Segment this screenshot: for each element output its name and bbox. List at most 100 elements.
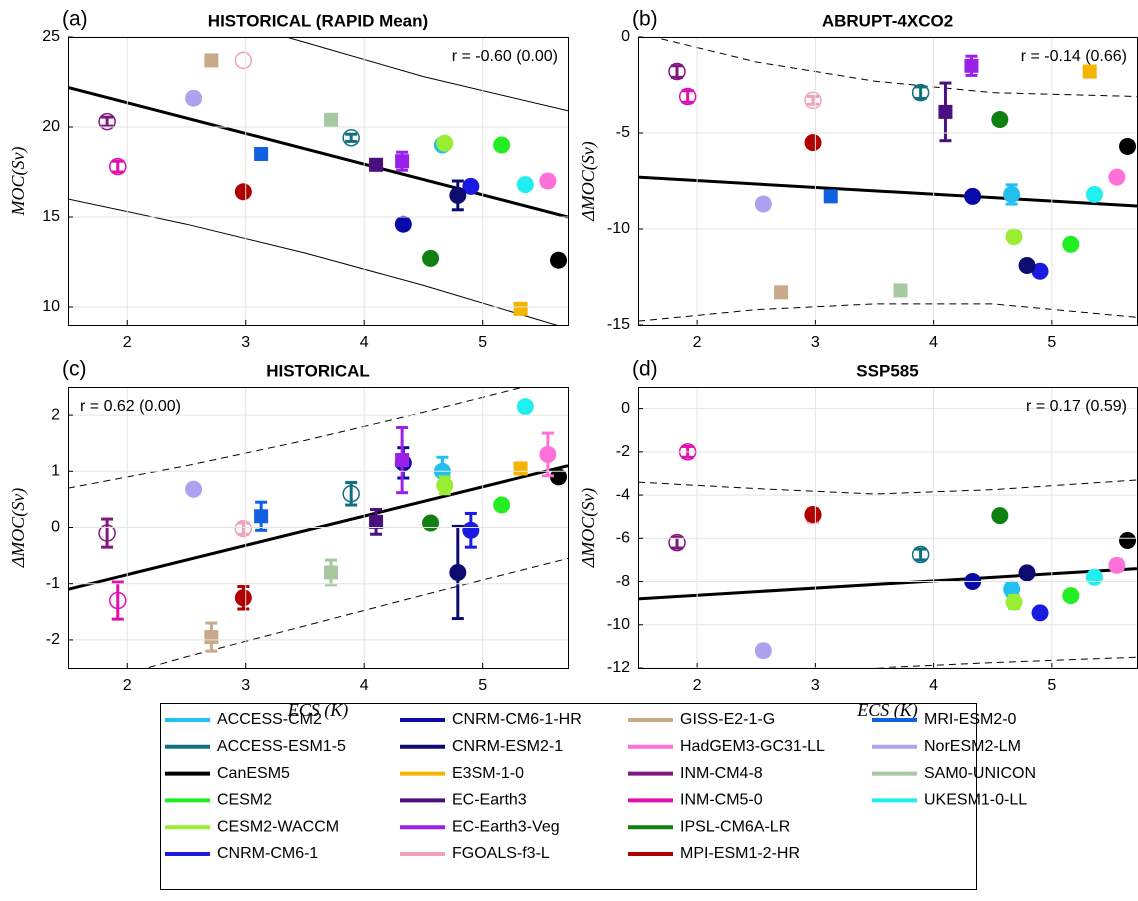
point (394, 215, 412, 233)
plot-area (638, 37, 1137, 322)
error-bar (205, 621, 218, 653)
point (513, 461, 528, 476)
error-bar (345, 132, 358, 143)
x-tick-label: 5 (1047, 677, 1056, 694)
x-tick-label: 4 (929, 677, 938, 694)
legend-label: FGOALS-f3-L (452, 845, 550, 862)
y-tick-label: -12 (607, 659, 630, 676)
y-tick-label: -8 (616, 573, 630, 590)
point (964, 187, 982, 205)
error-bar (965, 54, 978, 77)
x-tick-label: 3 (241, 334, 250, 351)
x-tick-label: 2 (693, 677, 702, 694)
panel: 2 3 4 5 -15 -10 -5 0(b) ABRUPT-4XCO2 ΔMOC(Sv) r = … (578, 8, 1138, 351)
legend-label: ACCESS-CM2 (217, 711, 322, 728)
x-tick-label: 4 (929, 334, 938, 351)
point (550, 251, 568, 269)
point (254, 147, 269, 161)
legend-label: CESM2 (217, 792, 272, 809)
error-bar (237, 585, 250, 611)
legend-label: CanESM5 (217, 765, 290, 782)
y-tick-label: -5 (616, 124, 630, 141)
x-axis-label: ECS (K) (856, 700, 918, 721)
error-bar (370, 508, 383, 536)
regression-line (638, 567, 1137, 601)
panel-title: HISTORICAL (RAPID Mean) (208, 11, 428, 30)
point (1119, 137, 1137, 155)
confidence-band (869, 656, 1137, 668)
point (1085, 568, 1103, 586)
y-tick-label: 20 (42, 118, 60, 135)
regression-line (68, 85, 568, 219)
error-bar (396, 425, 409, 495)
panel-title: HISTORICAL (266, 361, 370, 380)
error-bar (681, 89, 694, 104)
legend-label: CNRM-CM6-1 (217, 845, 318, 862)
y-tick-label: 25 (42, 28, 60, 45)
axes-box (68, 387, 569, 669)
point (1062, 235, 1080, 253)
x-tick-label: 4 (360, 677, 369, 694)
point (991, 111, 1009, 129)
y-tick-label: -10 (607, 616, 630, 633)
annotation: r = -0.60 (0.00) (452, 48, 558, 65)
confidence-band (284, 37, 568, 112)
axes-box (638, 387, 1138, 669)
annotation: r = -0.14 (0.66) (1021, 48, 1127, 65)
y-tick-label: -6 (616, 530, 630, 547)
legend-label: E3SM-1-0 (452, 765, 524, 782)
legend-label: GISS-E2-1-G (680, 711, 775, 728)
error-bar (541, 431, 554, 478)
point (324, 112, 339, 127)
y-axis-label: ΔMOC(Sv) (578, 141, 599, 222)
point (550, 468, 568, 486)
error-bar (101, 115, 114, 128)
point (234, 51, 253, 70)
y-tick-label: -2 (46, 631, 60, 648)
panel-title: ABRUPT-4XCO2 (822, 11, 953, 30)
legend-label: SAM0-UNICON (924, 765, 1036, 782)
error-bar (325, 558, 338, 587)
error-bar (671, 535, 684, 550)
point (1085, 185, 1103, 203)
error-bar (237, 521, 250, 536)
point (1031, 262, 1049, 280)
point (369, 157, 384, 172)
error-bar (541, 174, 554, 188)
point (185, 89, 203, 107)
point (462, 177, 480, 195)
legend-box (160, 703, 977, 890)
annotation: r = 0.62 (0.00) (80, 398, 181, 415)
point (516, 176, 534, 194)
point (493, 136, 511, 154)
x-tick-label: 5 (478, 677, 487, 694)
x-axis-label: ECS (K) (287, 700, 349, 721)
point (516, 398, 534, 416)
point (991, 507, 1009, 525)
y-tick-label: 1 (51, 463, 60, 480)
panel: 2 3 4 5 -12 -10 -8 -6 -4 -2 0 (d) SSP585 ΔMOC(Sv) ECS … (578, 358, 1138, 721)
y-tick-label: -4 (616, 486, 630, 503)
error-bar (757, 643, 770, 658)
x-tick-label: 3 (241, 677, 250, 694)
x-tick-label: 2 (693, 334, 702, 351)
y-tick-label: -1 (46, 575, 60, 592)
point (1119, 531, 1137, 549)
x-tick-label: 3 (811, 334, 820, 351)
point (422, 249, 440, 267)
panel: 2 3 4 5 -2 -1 0 1 2 (c) HISTORICAL ΔMOC(Sv) ECS (K) r… (8, 358, 569, 721)
legend-label: ACCESS-ESM1-5 (217, 738, 346, 755)
error-bar (345, 481, 358, 507)
y-tick-label: -15 (607, 316, 630, 333)
y-tick-label: 0 (621, 28, 630, 45)
point (1031, 604, 1049, 622)
panel-label: (d) (632, 358, 658, 381)
y-axis-label: ΔMOC(Sv) (8, 488, 29, 569)
legend-label: CNRM-ESM2-1 (452, 738, 563, 755)
legend-label: UKESM1-0-LL (924, 792, 1027, 809)
y-tick-label: 2 (51, 406, 60, 423)
x-tick-label: 3 (811, 677, 820, 694)
legend-label: MPI-ESM1-2-HR (680, 845, 800, 862)
plot-area (68, 387, 568, 668)
